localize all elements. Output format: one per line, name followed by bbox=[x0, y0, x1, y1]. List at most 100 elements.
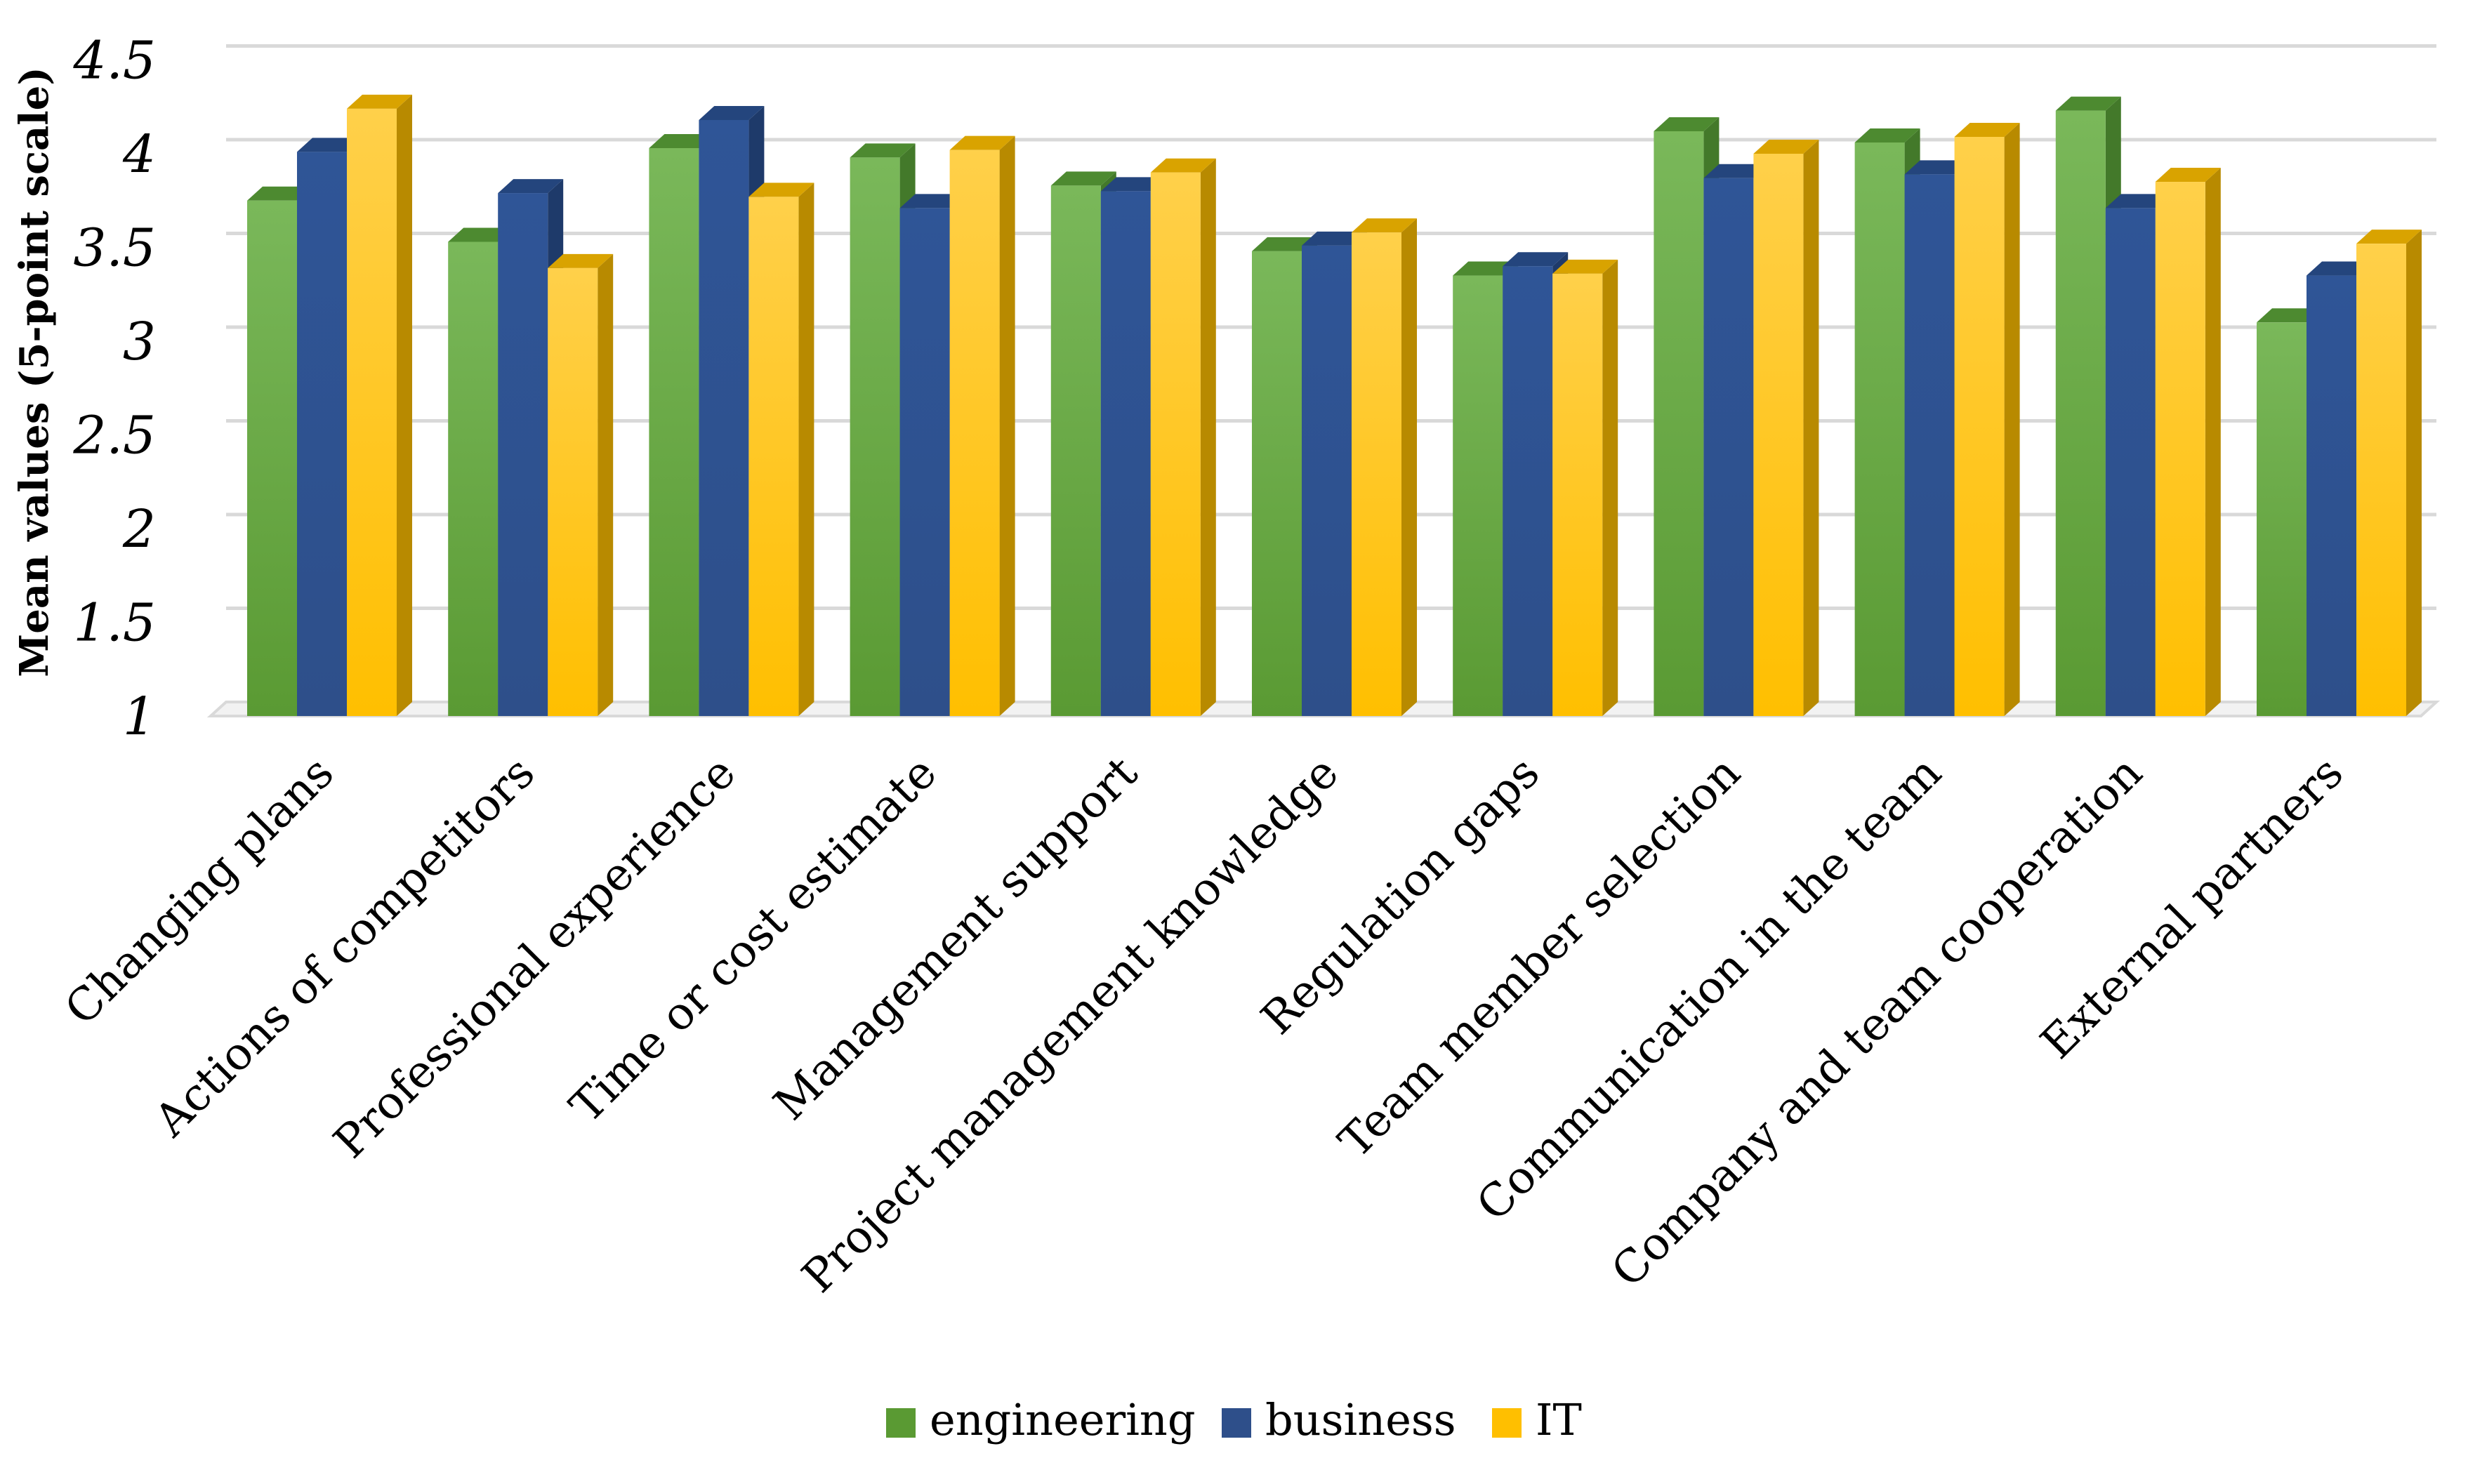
x-tick-label: Management support bbox=[764, 747, 1148, 1131]
bar-top-face bbox=[1552, 259, 1618, 274]
bar-front-face bbox=[2257, 322, 2307, 716]
bar-front-face bbox=[899, 208, 950, 716]
bar-top-face bbox=[1453, 261, 1519, 276]
legend-swatch bbox=[1222, 1408, 1251, 1438]
bar-front-face bbox=[1453, 275, 1503, 716]
bar-front-face bbox=[748, 197, 799, 716]
bar-top-face bbox=[1252, 237, 1317, 251]
y-tick-label: 3.5 bbox=[73, 218, 156, 279]
legend-label: business bbox=[1265, 1394, 1456, 1445]
bar-top-face bbox=[1854, 128, 1920, 143]
bar-front-face bbox=[1503, 266, 1553, 716]
bar-top-face bbox=[1352, 218, 1417, 233]
bar-front-face bbox=[699, 119, 749, 716]
legend-swatch bbox=[1492, 1408, 1522, 1438]
bar-front-face bbox=[548, 267, 598, 716]
bar-front-face bbox=[2307, 275, 2356, 716]
bar-side-face bbox=[598, 253, 614, 716]
bar-front-face bbox=[2155, 182, 2205, 716]
bar-side-face bbox=[999, 135, 1015, 716]
bar-side-face bbox=[2406, 230, 2422, 716]
bar-top-face bbox=[548, 253, 614, 268]
bar-top-face bbox=[1100, 177, 1166, 192]
bar-IT bbox=[1150, 158, 1216, 716]
bar-front-face bbox=[1703, 178, 1754, 716]
bar-front-face bbox=[448, 241, 499, 716]
bar-top-face bbox=[1302, 231, 1367, 246]
bar-top-face bbox=[347, 94, 412, 109]
bar-top-face bbox=[1050, 171, 1116, 186]
bar-front-face bbox=[347, 108, 397, 717]
bar-front-face bbox=[2055, 110, 2106, 717]
bar-side-face bbox=[2004, 122, 2020, 717]
y-tick-label: 2 bbox=[122, 499, 156, 559]
bar-front-face bbox=[1753, 154, 1804, 716]
y-tick-label: 4 bbox=[122, 124, 156, 185]
bar-side-face bbox=[2205, 168, 2221, 717]
bar-top-face bbox=[850, 143, 916, 158]
bar-side-face bbox=[397, 94, 412, 717]
bar-top-face bbox=[2105, 194, 2171, 208]
y-tick-label: 1 bbox=[123, 687, 156, 747]
legend-label: engineering bbox=[930, 1394, 1196, 1445]
bar-top-face bbox=[1150, 158, 1216, 173]
bar-top-face bbox=[699, 105, 765, 120]
legend-label: IT bbox=[1536, 1394, 1582, 1445]
bar-top-face bbox=[2257, 308, 2322, 323]
bar-front-face bbox=[2356, 244, 2406, 716]
bar-top-face bbox=[899, 194, 965, 208]
bar-top-face bbox=[498, 179, 564, 194]
bar-front-face bbox=[1050, 185, 1101, 716]
bar-top-face bbox=[448, 227, 514, 242]
bar-IT bbox=[2155, 168, 2221, 717]
legend-swatch bbox=[886, 1408, 916, 1438]
bar-IT bbox=[1552, 259, 1618, 716]
bar-side-face bbox=[1803, 140, 1819, 716]
bar-front-face bbox=[1252, 251, 1302, 717]
bar-top-face bbox=[1904, 160, 1970, 175]
y-tick-label: 4.5 bbox=[72, 31, 156, 91]
bar-front-face bbox=[498, 193, 548, 716]
bar-top-face bbox=[247, 186, 312, 201]
bar-top-face bbox=[2055, 96, 2121, 111]
bar-front-face bbox=[1904, 174, 1955, 716]
bar-top-face bbox=[748, 183, 814, 197]
y-tick-label: 3 bbox=[123, 312, 156, 372]
x-tick-label: Actions of competitors bbox=[145, 747, 545, 1147]
x-tick-label: Professional experience bbox=[324, 747, 746, 1169]
bar-front-face bbox=[1352, 232, 1401, 716]
bar-front-face bbox=[1654, 131, 1704, 716]
bar-IT bbox=[1753, 140, 1819, 716]
bar-top-face bbox=[2307, 261, 2372, 276]
bar-front-face bbox=[649, 147, 699, 717]
x-tick-label: Time or cost estimate bbox=[560, 747, 946, 1133]
legend-item-IT: IT bbox=[1492, 1394, 1582, 1445]
bar-IT bbox=[949, 135, 1015, 716]
bar-front-face bbox=[1954, 136, 2005, 717]
bar-top-face bbox=[1503, 252, 1569, 267]
bar-side-face bbox=[1602, 259, 1618, 716]
bar-front-face bbox=[850, 157, 900, 717]
bar-front-face bbox=[297, 152, 347, 716]
x-tick-label: Team member selection bbox=[1329, 747, 1750, 1168]
bar-IT bbox=[347, 94, 412, 717]
bar-front-face bbox=[1552, 273, 1603, 716]
y-tick-label: 2.5 bbox=[72, 406, 156, 466]
bar-front-face bbox=[949, 150, 1000, 716]
bar-front-face bbox=[1854, 142, 1905, 717]
bar-top-face bbox=[1753, 140, 1819, 154]
bar-top-face bbox=[1954, 122, 2020, 137]
bar-side-face bbox=[798, 183, 814, 716]
y-axis-ticks: 1 1.5 2 2.5 3 3.5 4 4.5 bbox=[72, 31, 156, 748]
bars bbox=[247, 94, 2422, 717]
y-axis-label: Mean values (5-point scale) bbox=[11, 67, 58, 677]
bar-front-face bbox=[247, 200, 297, 716]
legend: engineering business IT bbox=[886, 1394, 1582, 1445]
bar-IT bbox=[1954, 122, 2020, 717]
bar-top-face bbox=[1703, 164, 1769, 178]
bar-top-face bbox=[297, 138, 362, 152]
bar-IT bbox=[2356, 230, 2422, 716]
legend-item-engineering: engineering bbox=[886, 1394, 1196, 1445]
